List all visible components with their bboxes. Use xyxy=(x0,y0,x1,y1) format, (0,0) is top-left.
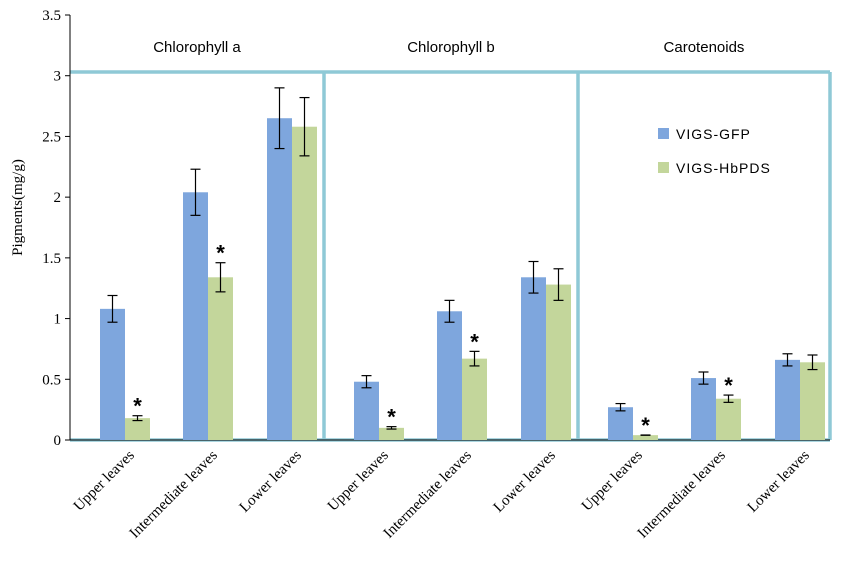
y-axis-label: Pigments(mg/g) xyxy=(10,159,26,256)
bar xyxy=(546,284,571,440)
x-category-label: Lower leaves xyxy=(491,447,559,515)
y-tick-label: 1.5 xyxy=(42,251,61,267)
bar xyxy=(716,398,741,440)
panel-title: Chlorophyll a xyxy=(153,39,241,56)
bar xyxy=(267,118,292,440)
bar xyxy=(208,277,233,440)
bar xyxy=(183,192,208,440)
significance-star: * xyxy=(133,394,142,419)
x-category-label: Upper leaves xyxy=(325,447,392,514)
y-tick-label: 3.5 xyxy=(42,8,61,24)
x-category-label: Lower leaves xyxy=(237,447,305,515)
bar xyxy=(462,358,487,440)
y-tick-label: 2.5 xyxy=(42,129,61,145)
x-category-label: Intermediate leaves xyxy=(127,447,221,541)
y-tick-label: 1 xyxy=(54,312,62,328)
x-category-label: Intermediate leaves xyxy=(635,447,729,541)
bar xyxy=(100,308,125,440)
x-category-label: Intermediate leaves xyxy=(381,447,475,541)
significance-star: * xyxy=(216,241,225,266)
panel-title: Carotenoids xyxy=(664,39,745,56)
bar xyxy=(521,277,546,440)
x-category-label: Upper leaves xyxy=(579,447,646,514)
bar xyxy=(608,407,633,440)
bar xyxy=(354,381,379,440)
x-category-label: Upper leaves xyxy=(71,447,138,514)
bar xyxy=(633,435,658,440)
bar xyxy=(437,311,462,440)
y-tick-label: 0.5 xyxy=(42,372,61,388)
significance-star: * xyxy=(641,413,650,438)
x-category-label: Lower leaves xyxy=(745,447,813,515)
bar xyxy=(800,362,825,440)
y-tick-label: 2 xyxy=(54,190,62,206)
bar xyxy=(691,378,716,440)
bar xyxy=(775,359,800,440)
legend-swatch xyxy=(658,162,669,173)
legend-label: VIGS-HbPDS xyxy=(676,160,771,176)
significance-star: * xyxy=(387,405,396,430)
panel-title: Chlorophyll b xyxy=(407,39,495,56)
bar xyxy=(292,126,317,440)
bar xyxy=(125,418,150,440)
bar xyxy=(379,427,404,440)
legend-swatch xyxy=(658,128,669,139)
significance-star: * xyxy=(470,329,479,354)
y-tick-label: 0 xyxy=(54,433,62,449)
legend-label: VIGS-GFP xyxy=(676,126,751,142)
y-tick-label: 3 xyxy=(54,69,62,85)
significance-star: * xyxy=(724,373,733,398)
